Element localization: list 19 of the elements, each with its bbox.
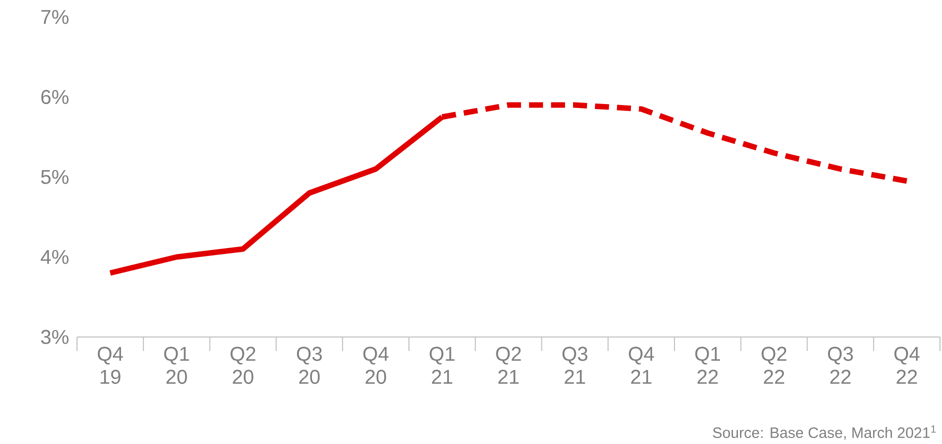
- x-tick-label: Q1 20: [164, 346, 189, 384]
- x-tick-label: Q2 22: [762, 346, 786, 384]
- x-tick-label: Q1 21: [430, 346, 454, 384]
- x-tick-label: Q4 22: [894, 346, 920, 384]
- y-tick-label: 7%: [41, 10, 68, 24]
- y-tick-label: 3%: [41, 330, 68, 344]
- y-tick-label: 5%: [41, 170, 68, 184]
- x-tick-label: Q3 20: [296, 346, 322, 384]
- x-tick-label: Q4 19: [98, 346, 123, 384]
- x-tick-label: Q1 22: [695, 346, 720, 384]
- x-tick-label: Q4 21: [628, 346, 654, 384]
- source-note: Source: Base Case, March 2021$^{1}$: [712, 425, 936, 440]
- y-tick-label: 4%: [40, 250, 68, 264]
- x-tick-label: Q3 22: [828, 346, 853, 384]
- x-tick-label: Q2 21: [496, 346, 521, 384]
- x-tick-label: Q4 20: [363, 346, 388, 384]
- x-tick-label: Q3 21: [562, 346, 588, 384]
- y-tick-label: 6%: [41, 90, 68, 104]
- x-tick-label: Q2 20: [230, 346, 256, 384]
